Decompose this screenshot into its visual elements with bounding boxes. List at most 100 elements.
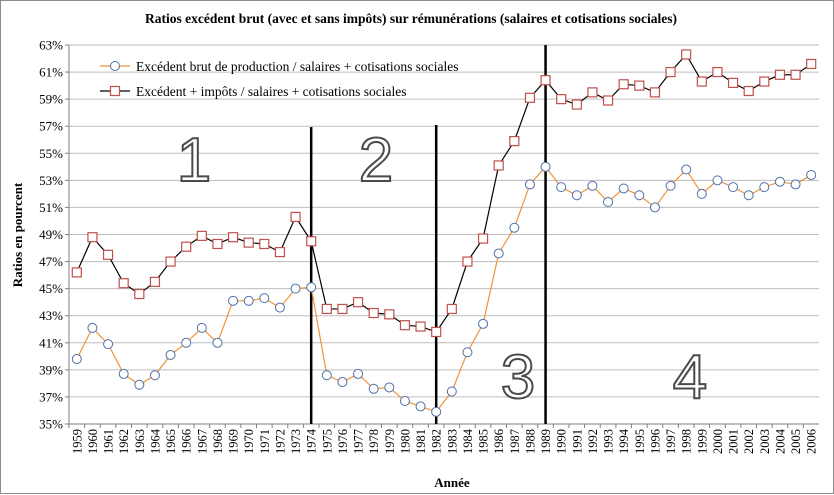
series-2-point [462, 256, 473, 267]
x-tick-label: 2004 [773, 428, 787, 454]
x-tick-label: 1994 [617, 428, 631, 454]
series-2-point [696, 76, 707, 87]
series-2-point [790, 69, 801, 80]
y-tick-label: 61% [39, 65, 63, 80]
y-tick-label: 63% [39, 38, 63, 53]
series-1-point [399, 395, 410, 406]
series-2-point [384, 309, 395, 320]
x-tick-label: 1964 [148, 428, 162, 454]
series-1-point [431, 406, 442, 417]
series-2-point [118, 278, 129, 289]
x-tick-label: 1970 [242, 429, 256, 454]
series-2-point [556, 94, 567, 105]
x-tick-label: 1993 [602, 429, 616, 454]
series-2-point [274, 246, 286, 258]
legend-label-1: Excédent brut de production / salaires +… [136, 59, 459, 74]
x-tick-label: 1960 [86, 429, 100, 454]
y-tick-label: 57% [39, 119, 63, 134]
x-tick-label: 1984 [461, 428, 475, 454]
series-1-point [306, 282, 317, 293]
y-tick-label: 55% [39, 146, 63, 161]
series-1-point [478, 318, 489, 329]
series-1-point [212, 337, 223, 348]
y-tick-label: 41% [39, 335, 63, 350]
series-1-point [493, 248, 504, 259]
series-1-point [774, 176, 785, 187]
x-tick-label: 1983 [445, 429, 459, 454]
series-2-point [290, 211, 301, 223]
series-2-point [524, 92, 536, 103]
series-1-point [806, 169, 817, 180]
y-tick-label: 43% [39, 308, 63, 323]
x-tick-label: 1976 [336, 429, 350, 454]
x-tick-label: 1978 [367, 429, 381, 454]
series-2-point [259, 238, 270, 250]
x-tick-label: 1961 [102, 429, 116, 454]
series-2-point [618, 79, 629, 90]
series-2-point [759, 76, 770, 87]
x-tick-label: 1997 [664, 429, 678, 454]
x-tick-label: 1998 [680, 429, 694, 454]
series-1-point [274, 302, 285, 313]
x-tick-label: 1967 [195, 429, 209, 454]
series-2-point [727, 77, 739, 89]
y-tick-label: 59% [39, 92, 63, 107]
region-label: 3 [501, 343, 535, 412]
region-label: 1 [177, 126, 211, 195]
series-1-point [681, 164, 692, 175]
series-1-point [290, 283, 301, 294]
x-tick-label: 1966 [180, 429, 194, 454]
x-tick-label: 1968 [211, 429, 225, 454]
x-tick-label: 1980 [398, 429, 412, 454]
series-1-point [634, 190, 645, 201]
x-tick-label: 1988 [523, 429, 537, 454]
series-2-point [431, 326, 442, 338]
series-2-point [196, 230, 207, 241]
y-tick-label: 53% [39, 173, 63, 188]
series-2-point [509, 136, 520, 147]
series-1-point [462, 347, 473, 358]
series-1-point [649, 202, 660, 213]
series-2-point [149, 276, 161, 287]
x-tick-label: 1963 [133, 429, 147, 454]
series-2-point [321, 303, 332, 315]
series-1-point [243, 295, 254, 306]
series-1-point [337, 377, 348, 388]
legend-marker-1 [110, 61, 120, 71]
series-1-point [790, 179, 801, 190]
series-1-point [712, 175, 723, 186]
series-2-point [415, 321, 426, 332]
y-tick-label: 47% [39, 254, 63, 269]
series-1-point [368, 383, 379, 394]
series-2-point [227, 232, 239, 243]
series-2-point [446, 303, 457, 315]
series-1-point [165, 349, 176, 360]
x-tick-label: 1996 [648, 429, 662, 454]
series-1-point [524, 179, 535, 190]
series-2-point [681, 49, 692, 60]
series-1-point [87, 322, 98, 333]
x-tick-label: 1965 [164, 429, 178, 454]
y-tick-label: 37% [39, 389, 63, 404]
x-tick-label: 1995 [633, 429, 647, 454]
x-tick-label: 1975 [320, 429, 334, 454]
series-1-point [759, 182, 770, 193]
x-tick-label: 1986 [492, 429, 506, 454]
y-tick-label: 51% [39, 200, 63, 215]
series-1-point [321, 370, 332, 381]
x-tick-label: 1979 [383, 429, 397, 454]
series-2-point [87, 232, 98, 243]
series-1-point [228, 295, 239, 306]
series-1-point [384, 382, 395, 393]
series-1-point [603, 197, 614, 208]
series-2-point [243, 237, 254, 248]
series-2-point [181, 241, 192, 252]
series-2-point [774, 69, 786, 80]
series-2-point [665, 66, 676, 78]
region-label: 4 [673, 343, 707, 412]
x-tick-label: 1981 [414, 429, 428, 454]
series-1-point [571, 190, 582, 201]
series-2-point [477, 233, 489, 244]
x-tick-label: 1969 [227, 429, 241, 454]
